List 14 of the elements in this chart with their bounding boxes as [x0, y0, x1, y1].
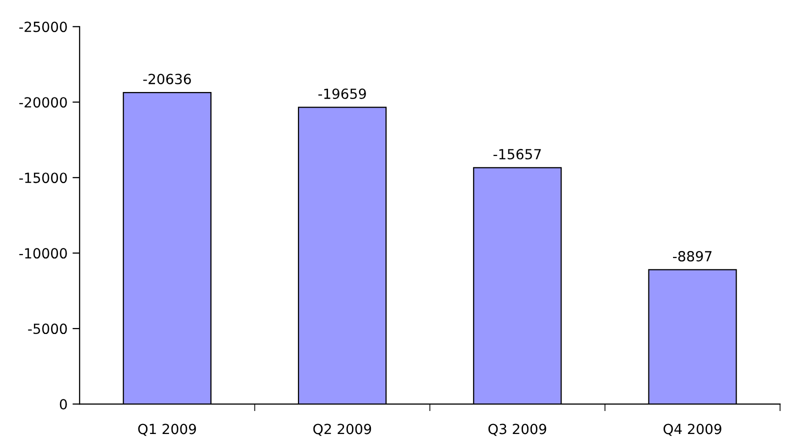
- data-label: -15657: [493, 148, 541, 160]
- y-tick-label: 0: [60, 399, 67, 410]
- y-tick-label: -10000: [19, 248, 67, 259]
- y-tick-label: -20000: [19, 97, 67, 108]
- x-tick-label: Q3 2009: [488, 424, 546, 436]
- data-label: -20636: [143, 74, 191, 84]
- y-tick-label: -15000: [19, 172, 67, 184]
- data-label: -19659: [318, 88, 366, 100]
- y-tick-label: -25000: [19, 22, 67, 32]
- data-label: -8897: [673, 250, 712, 262]
- y-tick-label: -5000: [28, 324, 67, 334]
- x-tick-label: Q1 2009: [138, 424, 196, 436]
- x-tick-label: Q2 2009: [313, 424, 372, 436]
- x-tick-label: Q4 2009: [664, 424, 722, 436]
